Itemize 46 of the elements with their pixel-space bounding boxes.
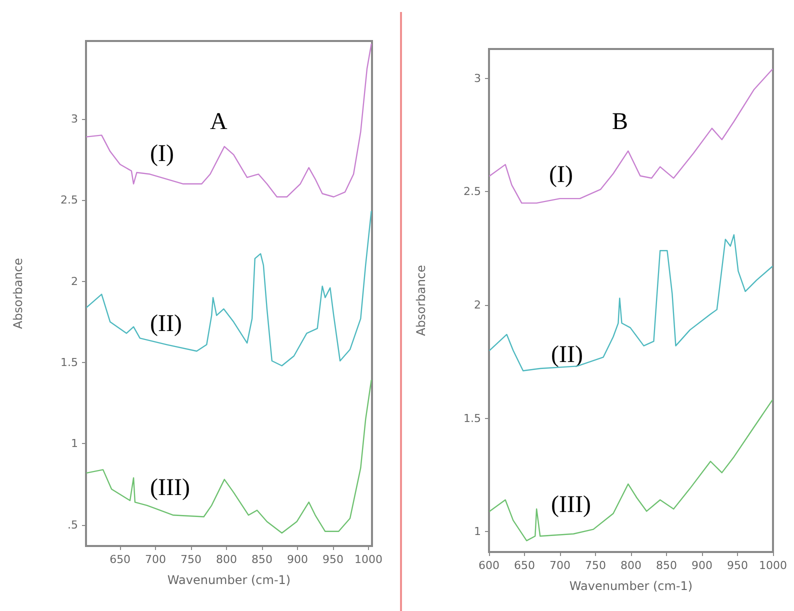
x-tick-label: 1000	[354, 553, 382, 566]
x-tick-label: 850	[656, 559, 677, 572]
text: B	[612, 109, 628, 135]
y-tick-label: 2.5	[464, 185, 481, 198]
y-tick-label: 1.5	[464, 412, 481, 425]
y-tick-label: .5	[68, 518, 78, 532]
text: A	[210, 109, 228, 135]
y-axis-title: Absorbance	[11, 258, 25, 329]
series-label: (III)	[150, 475, 190, 501]
line-series	[86, 44, 372, 198]
line-series	[489, 400, 773, 542]
y-tick-label: 3	[71, 112, 78, 126]
x-tick-label: 900	[286, 553, 308, 566]
x-tick-label: 650	[514, 559, 535, 572]
x-tick-label: 600	[478, 559, 500, 572]
y-tick-label: 1	[71, 437, 78, 450]
x-tick-label: 750	[585, 559, 606, 572]
x-tick-label: 950	[322, 553, 344, 566]
x-tick-label: 1000	[759, 559, 787, 572]
line-series	[86, 380, 372, 534]
x-axis-title: Wavenumber (cm-1)	[167, 573, 291, 587]
x-tick-label: 800	[620, 559, 642, 572]
x-tick-label: 900	[692, 559, 712, 572]
series-label: (III)	[551, 492, 591, 518]
series-label: (II)	[150, 311, 182, 337]
x-axis-title: Wavenumber (cm-1)	[569, 579, 693, 593]
x-tick-label: 750	[180, 553, 202, 566]
x-tick-label: 700	[550, 559, 570, 572]
x-tick-label: 950	[727, 559, 748, 572]
y-tick-label: 1.5	[60, 356, 78, 370]
y-tick-label: 1	[474, 525, 481, 538]
series-label: (I)	[549, 162, 573, 188]
x-tick-label: 850	[252, 553, 272, 566]
line-series	[489, 68, 773, 204]
x-tick-label: 800	[216, 553, 238, 566]
line-series	[489, 234, 773, 372]
y-tick-label: 2	[474, 298, 481, 312]
x-tick-label: 650	[110, 553, 131, 566]
line-series	[86, 210, 372, 366]
y-tick-label: 2.5	[60, 194, 78, 207]
y-axis-title: Absorbance	[414, 265, 428, 336]
x-tick-label: 700	[145, 553, 166, 566]
y-tick-label: 2	[71, 274, 78, 288]
series-label: (II)	[551, 342, 583, 368]
series-label: (I)	[150, 141, 174, 167]
y-tick-label: 3	[474, 72, 481, 85]
